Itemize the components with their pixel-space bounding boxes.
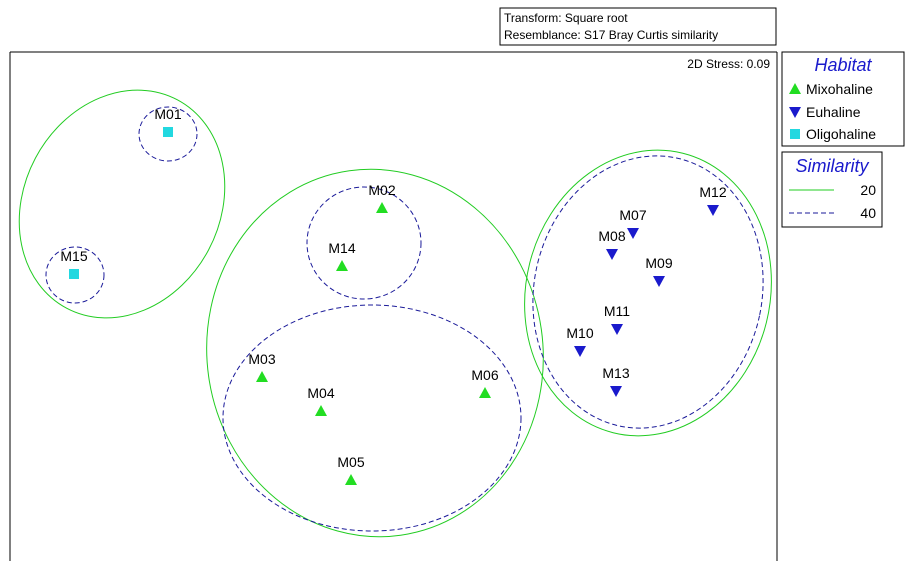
- point-m11-marker: [611, 324, 623, 335]
- point-m06-marker: [479, 387, 491, 398]
- point-m13-marker: [610, 386, 622, 397]
- point-m07-marker: [627, 228, 639, 239]
- legend-euhaline-label: Euhaline: [806, 104, 861, 120]
- point-m03-label: M03: [248, 351, 275, 367]
- contour-20-oligohaline: [18, 89, 226, 319]
- point-m05-marker: [345, 474, 357, 485]
- point-m08-label: M08: [598, 228, 625, 244]
- point-m01-label: M01: [154, 106, 181, 122]
- legend-oligohaline-marker: [790, 129, 800, 139]
- point-m10-label: M10: [566, 325, 593, 341]
- contour-40-m15: [45, 246, 105, 304]
- point-m04-marker: [315, 405, 327, 416]
- point-m05-label: M05: [337, 454, 364, 470]
- contour-40-m01: [138, 106, 198, 162]
- point-m02-label: M02: [368, 182, 395, 198]
- contour-20-euhaline: [524, 149, 772, 437]
- point-m15-marker: [69, 269, 79, 279]
- point-m02-marker: [376, 202, 388, 213]
- point-m03-marker: [256, 371, 268, 382]
- legend-mixohaline-marker: [789, 83, 801, 94]
- point-m07-label: M07: [619, 207, 646, 223]
- habitat-legend: Habitat Mixohaline Euhaline Oligohaline: [781, 51, 905, 147]
- point-m14-marker: [336, 260, 348, 271]
- habitat-legend-title: Habitat: [814, 55, 872, 75]
- legend-oligohaline-label: Oligohaline: [806, 126, 876, 142]
- legend-euhaline-marker: [789, 107, 801, 118]
- resemblance-text: Resemblance: S17 Bray Curtis similarity: [504, 28, 718, 42]
- point-m06-label: M06: [471, 367, 498, 383]
- similarity-legend: Similarity 20 40: [781, 151, 883, 228]
- point-m08-marker: [606, 249, 618, 260]
- point-m12-marker: [707, 205, 719, 216]
- transform-text: Transform: Square root: [504, 11, 628, 25]
- point-m13-label: M13: [602, 365, 629, 381]
- point-m09-marker: [653, 276, 665, 287]
- legend-mixohaline-label: Mixohaline: [806, 81, 873, 97]
- contour-20-mixohaline: [206, 168, 544, 538]
- similarity-40-contours: [45, 106, 764, 532]
- contour-40-euhaline: [532, 155, 764, 429]
- point-m12-label: M12: [699, 184, 726, 200]
- contour-40-m03-m06: [222, 304, 522, 532]
- point-m10-marker: [574, 346, 586, 357]
- point-m04-label: M04: [307, 385, 334, 401]
- legend-sim-40-label: 40: [860, 205, 876, 221]
- point-m11-label: M11: [604, 303, 630, 319]
- similarity-legend-title: Similarity: [795, 156, 869, 176]
- point-m01-marker: [163, 127, 173, 137]
- transform-box: Transform: Square root Resemblance: S17 …: [499, 7, 777, 46]
- point-m14-label: M14: [328, 240, 355, 256]
- similarity-20-contours: [18, 89, 772, 538]
- data-points: M01 M15 M02 M14 M03 M04 M05 M06 M07 M08 M09 M10 M11 M…: [60, 106, 727, 485]
- contour-40-m02-m14: [306, 186, 422, 300]
- plot-frame: [9, 51, 778, 561]
- stress-label: 2D Stress: 0.09: [687, 57, 770, 71]
- point-m15-label: M15: [60, 248, 87, 264]
- legend-sim-20-label: 20: [860, 182, 876, 198]
- point-m09-label: M09: [645, 255, 672, 271]
